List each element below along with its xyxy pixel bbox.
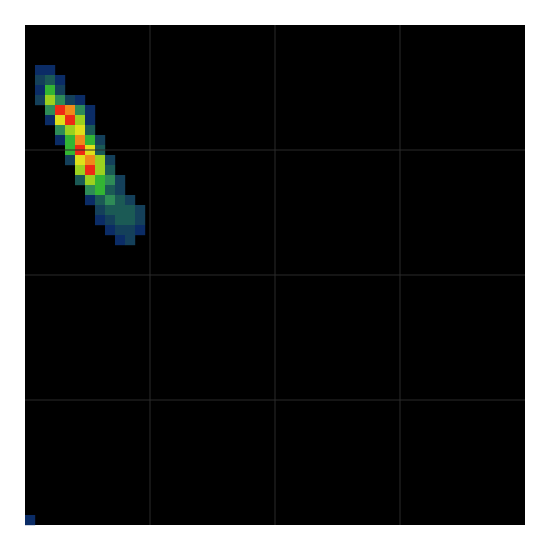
- heatmap-cell: [55, 95, 66, 106]
- heatmap-cell: [125, 195, 136, 206]
- heatmap-cell: [75, 125, 86, 136]
- heatmap-cell: [105, 185, 116, 196]
- heatmap-cell: [85, 105, 96, 116]
- heatmap-cell: [115, 235, 126, 246]
- heatmap-cell: [75, 95, 86, 106]
- heatmap-cell: [55, 105, 66, 116]
- heatmap-cell: [105, 215, 116, 226]
- heatmap-cell: [85, 185, 96, 196]
- heatmap-cell: [25, 515, 36, 526]
- heatmap-cell: [75, 105, 86, 116]
- heatmap-cell: [55, 135, 66, 146]
- heatmap-cell: [45, 105, 56, 116]
- heatmap-cell: [75, 155, 86, 166]
- heatmap-cell: [55, 75, 66, 86]
- heatmap-cell: [115, 205, 126, 216]
- heatmap-cell: [55, 85, 66, 96]
- heatmap-cell: [95, 135, 106, 146]
- heatmap-cell: [95, 175, 106, 186]
- heatmap-cell: [75, 135, 86, 146]
- grid-lines: [25, 25, 525, 525]
- heatmap-cell: [115, 185, 126, 196]
- heatmap-cell: [35, 65, 46, 76]
- heatmap-cell: [105, 205, 116, 216]
- heatmap-cell: [125, 225, 136, 236]
- heatmap-cell: [115, 195, 126, 206]
- heatmap-cell: [95, 185, 106, 196]
- heatmap-cell: [65, 155, 76, 166]
- heatmap-cell: [65, 95, 76, 106]
- heatmap-cell: [35, 75, 46, 86]
- heatmap-cell: [135, 225, 146, 236]
- heatmap-cell: [125, 205, 136, 216]
- heatmap-cell: [115, 175, 126, 186]
- heatmap-cell: [45, 85, 56, 96]
- heatmap-cell: [65, 105, 76, 116]
- heatmap-cell: [95, 165, 106, 176]
- heatmap-cell: [45, 65, 56, 76]
- heatmap-cell: [85, 135, 96, 146]
- heatmap-cell: [35, 85, 46, 96]
- heatmap-cell: [75, 115, 86, 126]
- heatmap-cell: [95, 205, 106, 216]
- heatmap-cell: [85, 195, 96, 206]
- heatmap-cell: [95, 195, 106, 206]
- heatmap-cell: [105, 195, 116, 206]
- heatmap-cell: [115, 225, 126, 236]
- heatmap-cell: [55, 125, 66, 136]
- heatmap-cell: [115, 215, 126, 226]
- heatmap-cell: [95, 215, 106, 226]
- heatmap-cell: [45, 95, 56, 106]
- heatmap-cell: [75, 165, 86, 176]
- heatmap-cell: [55, 115, 66, 126]
- heatmap-cell: [125, 215, 136, 226]
- heatmap-cell: [85, 165, 96, 176]
- heatmap-cell: [85, 155, 96, 166]
- heatmap-cell: [135, 205, 146, 216]
- heatmap-cell: [45, 115, 56, 126]
- heatmap-cell: [105, 225, 116, 236]
- heatmap-cell: [85, 175, 96, 186]
- heatmap-cell: [65, 125, 76, 136]
- heatmap-cell: [125, 235, 136, 246]
- heatmap-cell: [85, 115, 96, 126]
- heatmap-cell: [75, 175, 86, 186]
- heatmap-cell: [65, 115, 76, 126]
- heatmap-cell: [85, 125, 96, 136]
- heatmap-cell: [105, 155, 116, 166]
- heatmap-cell: [35, 95, 46, 106]
- heatmap-cell: [45, 75, 56, 86]
- heatmap-cell: [105, 165, 116, 176]
- heatmap-cell: [65, 135, 76, 146]
- heatmap-cell: [135, 215, 146, 226]
- heatmap-cell: [95, 155, 106, 166]
- heatmap-cell: [105, 175, 116, 186]
